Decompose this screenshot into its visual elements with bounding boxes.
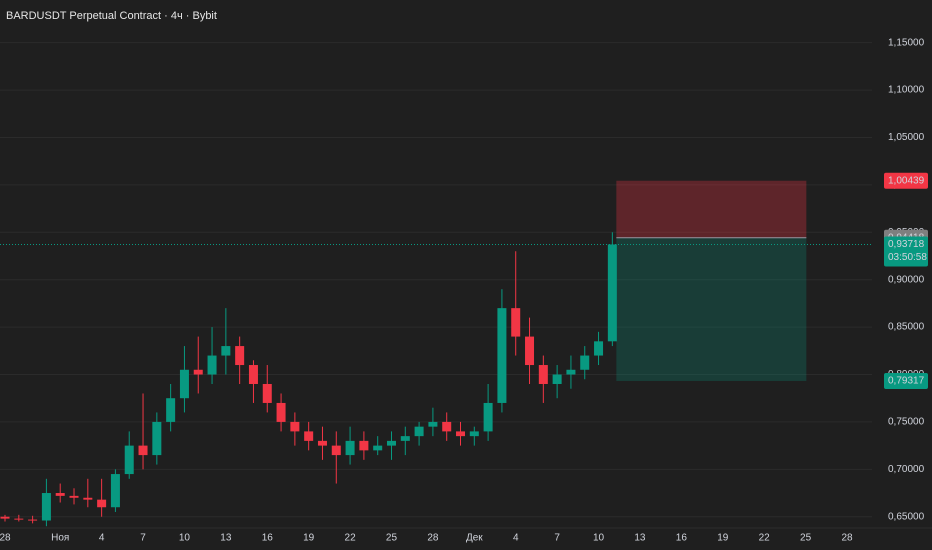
candle-body: [594, 341, 604, 356]
candle-body: [193, 369, 203, 375]
candle-body: [442, 421, 452, 432]
candle-body: [400, 436, 410, 441]
x-tick-label: 7: [140, 533, 146, 544]
x-tick-label: 22: [759, 533, 771, 544]
candle-body: [83, 497, 93, 500]
candle-body: [28, 519, 38, 521]
y-tick-label: 0,75000: [888, 417, 925, 428]
x-tick-label: 19: [303, 533, 315, 544]
y-tick-label: 1,05000: [888, 132, 925, 143]
x-tick-label: Ноя: [51, 533, 69, 544]
candle-body: [317, 440, 327, 446]
x-tick-label: 28: [841, 533, 853, 544]
candle-body: [359, 440, 369, 451]
candle-body: [41, 493, 51, 521]
x-tick-label: 19: [717, 533, 729, 544]
y-tick-label: 0,65000: [888, 511, 925, 522]
candle-body: [110, 474, 120, 508]
candle-body: [124, 445, 134, 475]
x-tick-label: 4: [513, 533, 519, 544]
candle-body: [456, 431, 466, 437]
candle-body: [14, 518, 24, 520]
x-tick-label: Дек: [466, 533, 483, 544]
candle-body: [483, 402, 493, 432]
candle-body: [152, 421, 162, 456]
x-tick-label: 16: [262, 533, 274, 544]
candle-body: [304, 431, 314, 441]
x-tick-label: 10: [593, 533, 605, 544]
candle-body: [580, 355, 590, 370]
stop-price-tag: 1,00439: [888, 175, 925, 186]
x-tick-label: 10: [179, 533, 191, 544]
candle-body: [373, 445, 383, 451]
y-tick-label: 0,70000: [888, 464, 925, 475]
candle-body: [469, 431, 479, 437]
target-zone: [616, 237, 807, 381]
chart-title: BARDUSDT Perpetual Contract · 4ч · Bybit: [6, 10, 217, 22]
candle-body: [414, 426, 424, 437]
candle-body: [248, 365, 258, 384]
candle-body: [166, 398, 176, 422]
stop-price-tag-bg: [884, 172, 928, 189]
x-tick-label: 16: [676, 533, 688, 544]
candle-body: [221, 346, 231, 356]
last-price-tag-bg: [884, 236, 928, 267]
x-tick-label: 25: [386, 533, 398, 544]
target-price-tag: 0,79317: [888, 376, 925, 387]
x-tick-label: 13: [220, 533, 232, 544]
candle-body: [138, 445, 148, 456]
target-price-tag-bg: [884, 372, 928, 389]
candle-body: [69, 495, 79, 498]
candle-body: [207, 355, 217, 375]
candle-body: [276, 402, 286, 422]
countdown: 03:50:58: [888, 252, 927, 263]
candle-body: [428, 421, 438, 427]
y-tick-label: 1,10000: [888, 85, 925, 96]
x-tick-label: 4: [99, 533, 105, 544]
x-tick-label: 28: [427, 533, 439, 544]
x-tick-label: 7: [554, 533, 560, 544]
candle-body: [607, 244, 617, 342]
candle-body: [511, 308, 521, 337]
candle-body: [566, 369, 576, 375]
candle-body: [538, 365, 548, 384]
candle-body: [497, 308, 507, 403]
candle-body: [0, 516, 10, 519]
candle-body: [235, 346, 245, 366]
last-price-tag: 0,93718: [888, 239, 925, 250]
y-tick-label: 0,85000: [888, 322, 925, 333]
x-tick-label: 28: [0, 533, 11, 544]
candle-body: [55, 493, 65, 496]
y-tick-label: 0,90000: [888, 274, 925, 285]
x-tick-label: 25: [800, 533, 812, 544]
candle-body: [179, 369, 189, 399]
candle-body: [386, 440, 396, 446]
stop-zone: [616, 180, 807, 238]
y-tick-label: 1,15000: [888, 37, 925, 48]
candle-body: [97, 499, 107, 508]
candle-body: [290, 421, 300, 432]
candle-body: [331, 445, 341, 456]
candle-body: [552, 374, 562, 384]
candle-body: [525, 336, 535, 366]
candle-body: [262, 383, 272, 403]
x-tick-label: 13: [634, 533, 646, 544]
candle-body: [345, 440, 355, 456]
x-tick-label: 22: [345, 533, 357, 544]
